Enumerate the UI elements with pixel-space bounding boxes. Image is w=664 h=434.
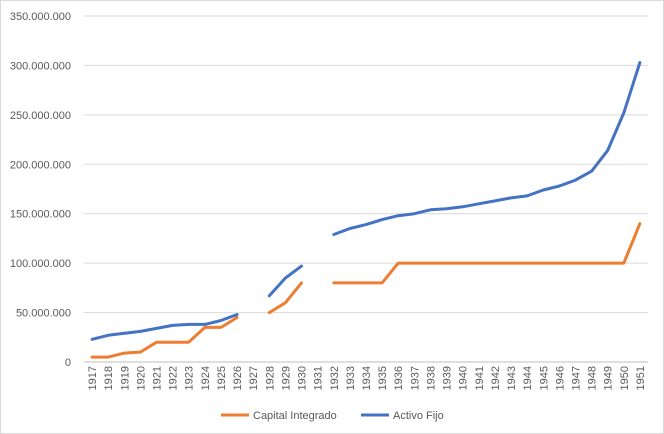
x-tick-label: 1935 <box>377 366 389 390</box>
x-tick-label: 1921 <box>152 366 164 390</box>
gridlines <box>84 15 648 363</box>
x-tick-label: 1919 <box>119 366 131 390</box>
x-tick-label: 1940 <box>458 366 470 390</box>
x-tick-label: 1945 <box>538 366 550 390</box>
x-tick-label: 1946 <box>554 366 566 390</box>
series-line-segment <box>267 264 303 298</box>
x-tick-label: 1950 <box>619 366 631 390</box>
series-line-segment <box>332 61 642 236</box>
x-tick-label: 1948 <box>587 366 599 390</box>
x-tick-label: 1943 <box>506 366 518 390</box>
x-tick-label: 1941 <box>474 366 486 390</box>
y-tick-label: 50.000.000 <box>16 308 71 320</box>
x-tick-label: 1942 <box>490 366 502 390</box>
x-tick-label: 1926 <box>232 366 244 390</box>
y-tick-label: 350.000.000 <box>10 11 71 23</box>
x-tick-label: 1933 <box>345 366 357 390</box>
y-tick-label: 300.000.000 <box>10 60 71 72</box>
y-axis-tick-labels: 0 50.000.000 100.000.000 150.000.000 200.000… <box>10 11 71 369</box>
series-1 <box>90 222 642 359</box>
x-tick-label: 1951 <box>635 366 647 390</box>
y-tick-label: 200.000.000 <box>10 159 71 171</box>
legend-item: Capital Integrado <box>221 410 337 422</box>
y-tick-label: 100.000.000 <box>10 258 71 270</box>
x-tick-label: 1928 <box>264 366 276 390</box>
legend: Capital Integrado Activo Fijo <box>221 410 444 422</box>
x-tick-label: 1939 <box>442 366 454 390</box>
x-tick-label: 1920 <box>135 366 147 390</box>
x-tick-label: 1929 <box>280 366 292 390</box>
x-tick-label: 1936 <box>393 366 405 390</box>
x-tick-label: 1944 <box>522 366 534 390</box>
x-axis-tick-labels: 1917 1918 1919 1920 1921 1922 1923 1924 1925 1926… <box>87 366 647 390</box>
x-tick-label: 1934 <box>361 366 373 390</box>
series-line-segment <box>90 313 239 341</box>
y-tick-label: 250.000.000 <box>10 110 71 122</box>
series-lines <box>90 61 642 359</box>
x-tick-label: 1918 <box>103 366 115 390</box>
y-tick-label: 150.000.000 <box>10 209 71 221</box>
x-tick-label: 1938 <box>425 366 437 390</box>
y-tick-label: 0 <box>65 357 71 369</box>
x-tick-label: 1949 <box>603 366 615 390</box>
x-tick-label: 1923 <box>184 366 196 390</box>
x-tick-label: 1947 <box>570 366 582 390</box>
x-tick-label: 1931 <box>313 366 325 390</box>
legend-label: Capital Integrado <box>253 410 337 422</box>
series-2 <box>90 61 642 341</box>
series-line-segment <box>332 222 642 285</box>
series-line-segment <box>267 281 303 315</box>
x-tick-label: 1932 <box>329 366 341 390</box>
x-tick-label: 1937 <box>409 366 421 390</box>
x-tick-label: 1924 <box>200 366 212 390</box>
x-tick-label: 1927 <box>248 366 260 390</box>
x-tick-label: 1922 <box>168 366 180 390</box>
legend-label: Activo Fijo <box>393 410 444 422</box>
x-tick-label: 1925 <box>216 366 228 390</box>
x-tick-label: 1917 <box>87 366 99 390</box>
legend-item: Activo Fijo <box>361 410 444 422</box>
x-tick-label: 1930 <box>297 366 309 390</box>
series-line-segment <box>90 316 239 359</box>
